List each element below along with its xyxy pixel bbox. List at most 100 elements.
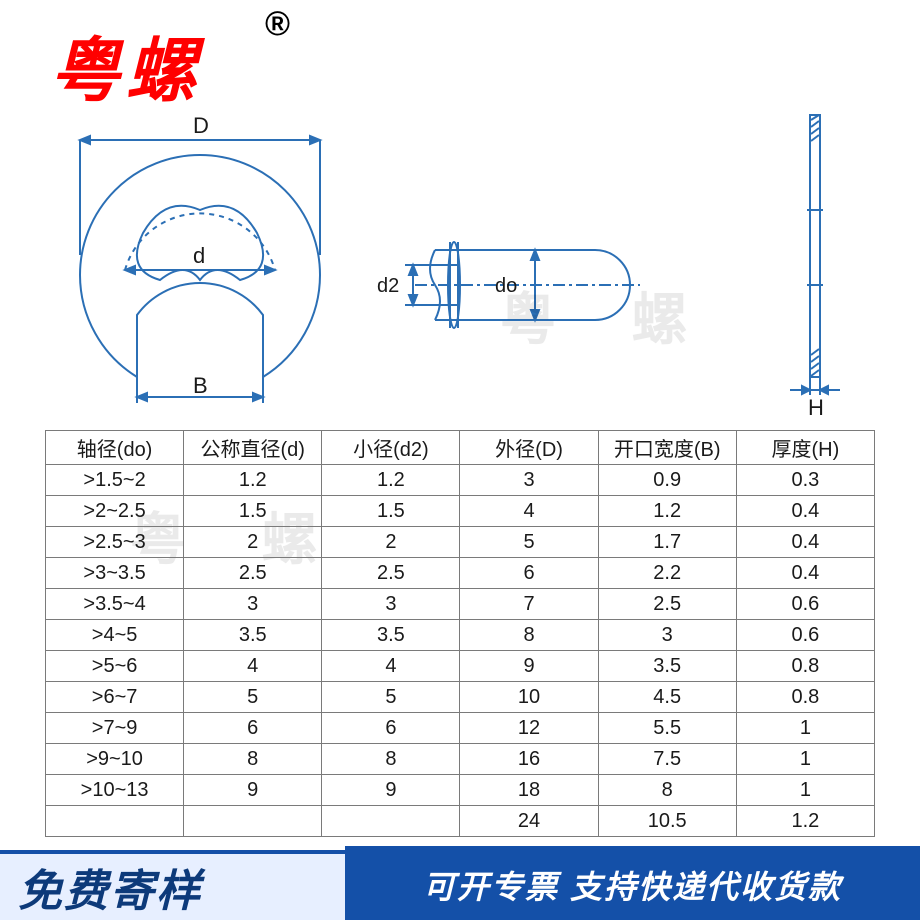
table-row: >2.5~32251.70.4 <box>46 527 875 558</box>
table-cell: 18 <box>460 775 598 806</box>
table-cell <box>46 806 184 837</box>
table-cell: 12 <box>460 713 598 744</box>
table-cell: 0.9 <box>598 465 736 496</box>
table-cell: 10.5 <box>598 806 736 837</box>
table-header: 厚度(H) <box>736 431 874 465</box>
table-cell: 0.4 <box>736 558 874 589</box>
table-row: >4~53.53.5830.6 <box>46 620 875 651</box>
table-row: >1.5~21.21.230.90.3 <box>46 465 875 496</box>
table-cell: 6 <box>322 713 460 744</box>
footer-right-text: 可开专票 支持快递代收货款 <box>423 862 842 908</box>
table-cell: 1.2 <box>736 806 874 837</box>
table-cell: 1.5 <box>184 496 322 527</box>
table-cell: 7.5 <box>598 744 736 775</box>
table-cell: 7 <box>460 589 598 620</box>
table-cell: 4 <box>322 651 460 682</box>
table-cell: 8 <box>322 744 460 775</box>
label-D: D <box>193 113 209 138</box>
table-cell: 16 <box>460 744 598 775</box>
table-cell: 8 <box>598 775 736 806</box>
table-row: >6~755104.50.8 <box>46 682 875 713</box>
table-cell: 9 <box>460 651 598 682</box>
table-cell: >3.5~4 <box>46 589 184 620</box>
table-cell: 4 <box>460 496 598 527</box>
table-cell: 1.2 <box>322 465 460 496</box>
table-header: 开口宽度(B) <box>598 431 736 465</box>
table-header: 轴径(do) <box>46 431 184 465</box>
technical-diagram: D d B <box>45 110 875 420</box>
table-cell: >4~5 <box>46 620 184 651</box>
table-cell: 1.2 <box>184 465 322 496</box>
table-row: >3~3.52.52.562.20.4 <box>46 558 875 589</box>
table-cell: 3 <box>322 589 460 620</box>
table-row: >5~64493.50.8 <box>46 651 875 682</box>
spec-table: 轴径(do)公称直径(d)小径(d2)外径(D)开口宽度(B)厚度(H) >1.… <box>45 430 875 837</box>
brand-logo: 粤螺 <box>50 15 202 116</box>
table-cell: >2.5~3 <box>46 527 184 558</box>
table-cell: 2 <box>322 527 460 558</box>
table-cell: >10~13 <box>46 775 184 806</box>
table-cell: 0.8 <box>736 682 874 713</box>
table-cell: 24 <box>460 806 598 837</box>
table-cell: 1 <box>736 744 874 775</box>
table-cell: 2.5 <box>322 558 460 589</box>
footer-left-banner: 免费寄样 <box>0 850 345 920</box>
table-cell: 0.8 <box>736 651 874 682</box>
table-cell: >2~2.5 <box>46 496 184 527</box>
table-cell: 6 <box>460 558 598 589</box>
table-cell: 3 <box>184 589 322 620</box>
footer-right-banner: 可开专票 支持快递代收货款 <box>345 846 920 920</box>
table-cell: 6 <box>184 713 322 744</box>
footer-left-text: 免费寄样 <box>18 855 202 919</box>
table-cell: 4.5 <box>598 682 736 713</box>
table-row: 2410.51.2 <box>46 806 875 837</box>
table-cell: 10 <box>460 682 598 713</box>
label-B: B <box>193 373 208 398</box>
table-cell: 9 <box>322 775 460 806</box>
label-do: do <box>495 275 517 297</box>
table-cell: 1.7 <box>598 527 736 558</box>
table-header: 小径(d2) <box>322 431 460 465</box>
table-cell: >5~6 <box>46 651 184 682</box>
table-cell: 2.2 <box>598 558 736 589</box>
table-cell: 0.4 <box>736 496 874 527</box>
table-cell: 9 <box>184 775 322 806</box>
table-header: 公称直径(d) <box>184 431 322 465</box>
table-cell: 5 <box>322 682 460 713</box>
table-cell: 8 <box>460 620 598 651</box>
table-cell <box>322 806 460 837</box>
table-cell: >1.5~2 <box>46 465 184 496</box>
table-cell: >3~3.5 <box>46 558 184 589</box>
table-row: >10~13991881 <box>46 775 875 806</box>
table-cell: 0.3 <box>736 465 874 496</box>
table-cell: 3 <box>460 465 598 496</box>
label-d: d <box>193 243 205 268</box>
label-d2: d2 <box>377 275 399 297</box>
table-row: >7~966125.51 <box>46 713 875 744</box>
table-cell: 2.5 <box>598 589 736 620</box>
table-cell: 3.5 <box>184 620 322 651</box>
table-cell: >6~7 <box>46 682 184 713</box>
table-cell: 3 <box>598 620 736 651</box>
table-cell: 1.2 <box>598 496 736 527</box>
table-cell <box>184 806 322 837</box>
table-cell: 0.4 <box>736 527 874 558</box>
table-cell: 3.5 <box>598 651 736 682</box>
table-cell: 0.6 <box>736 620 874 651</box>
table-cell: 1 <box>736 713 874 744</box>
table-cell: 3.5 <box>322 620 460 651</box>
table-cell: 2 <box>184 527 322 558</box>
table-cell: 4 <box>184 651 322 682</box>
table-row: >3.5~43372.50.6 <box>46 589 875 620</box>
table-cell: 5 <box>184 682 322 713</box>
table-cell: 2.5 <box>184 558 322 589</box>
table-cell: 5 <box>460 527 598 558</box>
table-cell: 1 <box>736 775 874 806</box>
table-row: >2~2.51.51.541.20.4 <box>46 496 875 527</box>
table-cell: 5.5 <box>598 713 736 744</box>
table-cell: >9~10 <box>46 744 184 775</box>
table-cell: 1.5 <box>322 496 460 527</box>
label-H: H <box>808 395 824 420</box>
registered-mark: ® <box>265 5 290 44</box>
table-header: 外径(D) <box>460 431 598 465</box>
